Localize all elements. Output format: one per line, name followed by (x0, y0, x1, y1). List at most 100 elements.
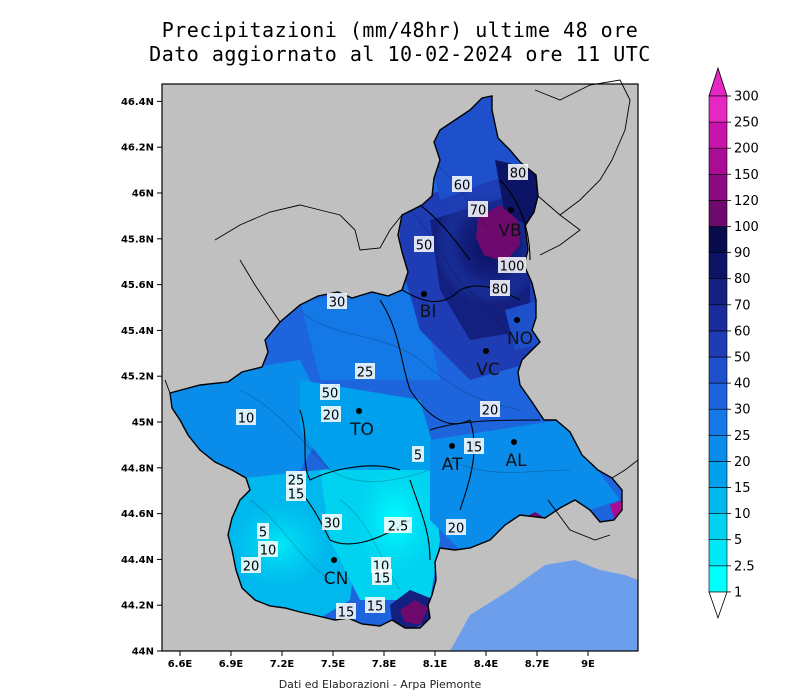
contour-value-label: 50 (416, 239, 433, 254)
contour-value-label: 20 (482, 404, 499, 419)
colorbar-label: 250 (734, 116, 759, 131)
lon-tick-label: 7.8E (372, 659, 397, 670)
lon-tick-label: 7.2E (270, 659, 295, 670)
contour-value-label: 20 (323, 409, 340, 424)
lat-tick-label: 45.6N (121, 280, 154, 291)
colorbar-label: 50 (734, 351, 751, 366)
contour-value-label: 10 (260, 544, 277, 559)
contour-value-label: 10 (238, 412, 255, 427)
contour-value-label: 5 (414, 449, 422, 464)
contour-value-label: 15 (288, 488, 305, 503)
contour-value-label: 70 (470, 204, 487, 219)
colorbar-label: 120 (734, 194, 759, 209)
colorbar-label: 30 (734, 403, 751, 418)
colorbar-segment (708, 252, 728, 280)
colorbar-label: 5 (734, 533, 742, 548)
precipitation-field (170, 96, 622, 628)
colorbar-label: 40 (734, 377, 751, 392)
colorbar-segment (708, 330, 728, 358)
colorbar-label: 60 (734, 324, 751, 339)
lon-tick-label: 6.6E (168, 659, 193, 670)
contour-value-label: 15 (338, 606, 355, 621)
map-title-line1: Precipitazioni (mm/48hr) ultime 48 ore (161, 18, 639, 42)
contour-value-label: 15 (374, 572, 391, 587)
colorbar-label: 1 (734, 585, 742, 600)
colorbar-segment (708, 487, 728, 514)
city-marker-bi (421, 291, 427, 297)
lon-tick-label: 6.9E (219, 659, 244, 670)
colorbar: 1 2.5 5 10 15 20 25 30 40 50 60 70 80 90 100 120 150 200 2… (708, 66, 759, 620)
city-label-al: AL (505, 451, 527, 471)
colorbar-segment (708, 95, 728, 123)
colorbar-segment (708, 565, 728, 593)
colorbar-segment (708, 121, 728, 149)
contour-value-label: 15 (367, 600, 384, 615)
colorbar-label: 90 (734, 246, 751, 261)
contour-value-label: 2.5 (388, 520, 409, 535)
lat-tick-label: 46.4N (121, 97, 154, 108)
contour-value-label: 25 (288, 474, 305, 489)
contour-value-label: 20 (448, 522, 465, 537)
region-outline (169, 95, 623, 629)
lat-tick-label: 45.8N (121, 234, 154, 245)
contour-value-label: 80 (492, 283, 509, 298)
contour-value-label: 25 (357, 366, 374, 381)
sea (450, 560, 638, 651)
city-label-to: TO (349, 420, 374, 440)
city-marker-at (449, 443, 455, 449)
colorbar-segment (708, 226, 728, 253)
lat-tick-label: 44.4N (121, 555, 154, 566)
colorbar-label: 100 (734, 220, 759, 235)
city-marker-al (511, 439, 517, 445)
lon-tick-label: 7.5E (321, 659, 346, 670)
city-marker-no (514, 317, 520, 323)
colorbar-label: 150 (734, 168, 759, 183)
city-label-bi: BI (420, 302, 437, 322)
lat-tick-label: 46N (132, 189, 154, 200)
colorbar-segment (708, 304, 728, 332)
colorbar-segment (708, 382, 728, 410)
contour-value-label: 50 (322, 387, 339, 402)
city-label-no: NO (507, 329, 533, 349)
city-marker-vc (483, 348, 489, 354)
colorbar-arrow-high (708, 66, 728, 97)
city-label-vc: VC (476, 360, 500, 380)
map-title-line2: Dato aggiornato al 10-02-2024 ore 11 UTC (149, 42, 651, 66)
contour-value-label: 80 (510, 167, 527, 182)
lat-tick-label: 45.2N (121, 372, 154, 383)
colorbar-segment (708, 513, 728, 540)
colorbar-segment (708, 461, 728, 488)
lat-tick-label: 46.2N (121, 143, 154, 154)
lat-tick-label: 44.6N (121, 509, 154, 520)
colorbar-label: 300 (734, 90, 759, 105)
colorbar-label: 20 (734, 455, 751, 470)
lat-tick-label: 45.4N (121, 326, 154, 337)
colorbar-label: 10 (734, 507, 751, 522)
colorbar-label: 25 (734, 429, 751, 444)
lon-tick-label: 8.1E (423, 659, 448, 670)
colorbar-segment (708, 408, 728, 436)
contour-value-label: 20 (243, 560, 260, 575)
city-marker-to (356, 408, 362, 414)
city-marker-cn (331, 557, 337, 563)
colorbar-label: 70 (734, 298, 751, 313)
city-label-cn: CN (324, 569, 349, 589)
colorbar-segment (708, 356, 728, 384)
colorbar-label: 200 (734, 142, 759, 157)
colorbar-segment (708, 434, 728, 462)
colorbar-arrow-low (708, 591, 728, 620)
contour-value-label: 15 (466, 441, 483, 456)
axes: 6.6E 6.9E 7.2E 7.5E 7.8E 8.1E 8.4E 8.7E 9E 44N 44.… (121, 97, 595, 670)
contour-value-label: 30 (324, 517, 341, 532)
lat-tick-label: 45N (132, 418, 154, 429)
city-label-vb: VB (498, 221, 521, 241)
lon-tick-label: 9E (581, 659, 595, 670)
city-marker-vb (508, 207, 514, 213)
colorbar-segment (708, 278, 728, 306)
colorbar-segment (708, 147, 728, 175)
contour-value-label: 5 (259, 526, 267, 541)
colorbar-label: 80 (734, 272, 751, 287)
lat-tick-label: 44.2N (121, 601, 154, 612)
colorbar-segment (708, 539, 728, 567)
